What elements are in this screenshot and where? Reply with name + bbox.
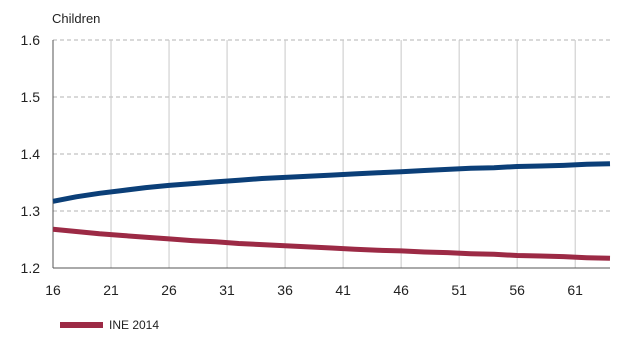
legend: INE 2014 [60, 318, 159, 332]
series-line-2 [52, 226, 611, 261]
x-tick-labels: 16 21 26 31 36 41 46 51 56 61 [45, 282, 583, 298]
x-tick-label: 51 [451, 282, 467, 298]
x-tick-label: 31 [219, 282, 235, 298]
axes [52, 40, 610, 269]
x-tick-label: 61 [567, 282, 583, 298]
x-tick-label: 21 [103, 282, 119, 298]
x-tick-label: 26 [161, 282, 177, 298]
y-tick-label: 1.6 [21, 32, 41, 48]
legend-label: INE 2014 [109, 318, 159, 332]
x-tick-label: 16 [45, 282, 61, 298]
y-tick-labels: 1.2 1.3 1.4 1.5 1.6 [21, 32, 41, 276]
series-line-1 [52, 161, 611, 204]
y-tick-label: 1.4 [21, 146, 41, 162]
grid [52, 39, 610, 268]
y-tick-label: 1.5 [21, 89, 41, 105]
x-tick-label: 41 [335, 282, 351, 298]
x-tick-label: 36 [277, 282, 293, 298]
series-lines [52, 161, 611, 261]
y-tick-label: 1.3 [21, 203, 41, 219]
x-tick-label: 46 [393, 282, 409, 298]
y-tick-label: 1.2 [21, 260, 41, 276]
y-axis-title: Children [52, 11, 100, 26]
x-tick-label: 56 [509, 282, 525, 298]
